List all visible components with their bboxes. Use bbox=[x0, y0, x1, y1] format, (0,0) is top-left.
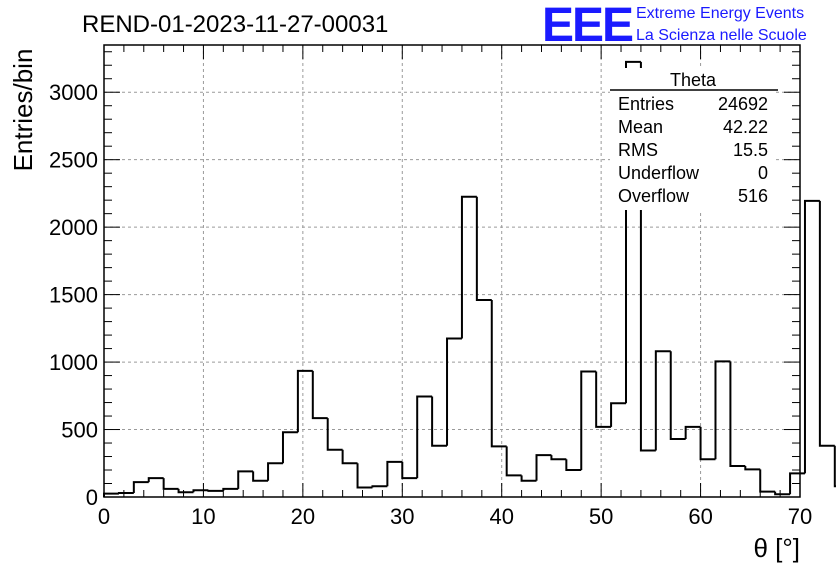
x-tick-label: 10 bbox=[191, 504, 215, 529]
histogram-bin bbox=[490, 300, 507, 448]
histogram-bin bbox=[311, 370, 328, 420]
y-tick-label: 1000 bbox=[49, 350, 98, 375]
x-tick-label: 40 bbox=[489, 504, 513, 529]
histogram-bin bbox=[535, 454, 552, 481]
histogram-bin bbox=[565, 459, 582, 472]
histogram-bin bbox=[222, 487, 239, 491]
x-tick-label: 60 bbox=[688, 504, 712, 529]
histogram-bin bbox=[595, 371, 612, 428]
histogram-bin bbox=[296, 369, 313, 433]
y-tick-label: 2000 bbox=[49, 215, 98, 240]
plot-frame bbox=[103, 44, 801, 498]
histogram-bin bbox=[132, 481, 149, 493]
x-tick-label: 50 bbox=[589, 504, 613, 529]
histogram-bin bbox=[281, 431, 298, 464]
histogram-bin bbox=[192, 489, 209, 493]
histogram-bin bbox=[744, 465, 761, 471]
histogram-bin bbox=[356, 463, 373, 489]
histogram-bin bbox=[833, 445, 836, 488]
histogram-bin bbox=[803, 199, 820, 474]
histogram-bin bbox=[654, 350, 671, 451]
histogram-bin bbox=[684, 425, 701, 439]
eee-logo-line2: La Scienza nelle Scuole bbox=[636, 27, 807, 44]
histogram-bin bbox=[326, 418, 343, 451]
stats-label: Mean bbox=[618, 117, 663, 137]
y-tick-label: 500 bbox=[61, 418, 98, 443]
histogram-bin bbox=[520, 475, 537, 482]
histogram-bin bbox=[669, 351, 686, 440]
stats-label: Underflow bbox=[618, 163, 700, 183]
histogram-bin bbox=[341, 449, 358, 465]
histogram-bars bbox=[103, 60, 836, 497]
histogram-bin bbox=[401, 461, 418, 480]
histogram-bin bbox=[117, 491, 134, 494]
stats-label: RMS bbox=[618, 140, 658, 160]
y-tick-label: 3000 bbox=[49, 80, 98, 105]
histogram-bin bbox=[416, 395, 433, 479]
histogram-bin bbox=[446, 337, 462, 446]
stats-box: Theta Entries 24692 Mean 42.22 RMS 15.5 Underf… bbox=[610, 68, 778, 210]
eee-logo: EEE Extreme Energy Events La Scienza nel… bbox=[542, 0, 807, 52]
y-axis-title: Entries/bin bbox=[8, 49, 38, 172]
histogram-bin bbox=[625, 60, 641, 404]
eee-logo-line1: Extreme Energy Events bbox=[636, 5, 804, 22]
histogram-bin bbox=[177, 488, 194, 494]
x-axis-title: θ [°] bbox=[753, 533, 800, 563]
histogram-bin bbox=[386, 460, 403, 487]
stats-rows: Entries 24692 Mean 42.22 RMS 15.5 Underflow 0 Ov… bbox=[618, 94, 768, 206]
histogram-bin bbox=[759, 469, 776, 493]
stats-value: 15.5 bbox=[733, 140, 768, 160]
histogram-bin bbox=[237, 470, 254, 489]
stats-box-background bbox=[610, 68, 776, 210]
histogram-bin bbox=[147, 477, 164, 483]
histogram-bin bbox=[267, 462, 283, 481]
stats-value: 24692 bbox=[718, 94, 768, 114]
histogram-bin bbox=[371, 485, 388, 488]
histogram-bin bbox=[714, 360, 731, 460]
x-tick-label: 20 bbox=[291, 504, 315, 529]
histogram-bin bbox=[505, 446, 522, 477]
histogram-bin bbox=[162, 478, 179, 490]
stats-value: 0 bbox=[758, 163, 768, 183]
eee-logo-text: EEE bbox=[542, 0, 633, 52]
histogram-bin bbox=[550, 455, 567, 461]
histogram-bin bbox=[580, 370, 597, 471]
stats-label: Entries bbox=[618, 94, 674, 114]
histogram-bin bbox=[252, 471, 269, 482]
y-tick-label: 0 bbox=[86, 485, 98, 510]
y-tick-label: 1500 bbox=[49, 283, 98, 308]
histogram-bin bbox=[774, 491, 791, 496]
chart-title: REND-01-2023-11-27-00031 bbox=[82, 11, 388, 38]
x-tick-label: 70 bbox=[788, 504, 812, 529]
axis-ticks bbox=[103, 45, 801, 498]
stats-label: Overflow bbox=[618, 186, 690, 206]
grid-lines bbox=[104, 45, 800, 497]
stats-title: Theta bbox=[670, 70, 717, 90]
histogram-bin bbox=[460, 195, 477, 339]
y-tick-label: 2500 bbox=[49, 148, 98, 173]
stats-value: 42.22 bbox=[723, 117, 768, 137]
histogram-bin bbox=[207, 489, 224, 492]
histogram-bin bbox=[431, 396, 448, 447]
histogram-bin bbox=[699, 426, 716, 461]
histogram-bin bbox=[818, 200, 835, 447]
histogram-bin bbox=[729, 361, 746, 467]
x-tick-label: 0 bbox=[98, 504, 110, 529]
axis-tick-labels: 0 10 20 30 40 50 60 70 0 500 1000 1500 2000 2500 3000 bbox=[49, 80, 812, 529]
histogram-bin bbox=[475, 196, 492, 302]
x-tick-label: 30 bbox=[390, 504, 414, 529]
histogram-bin bbox=[610, 402, 626, 427]
stats-value: 516 bbox=[738, 186, 768, 206]
